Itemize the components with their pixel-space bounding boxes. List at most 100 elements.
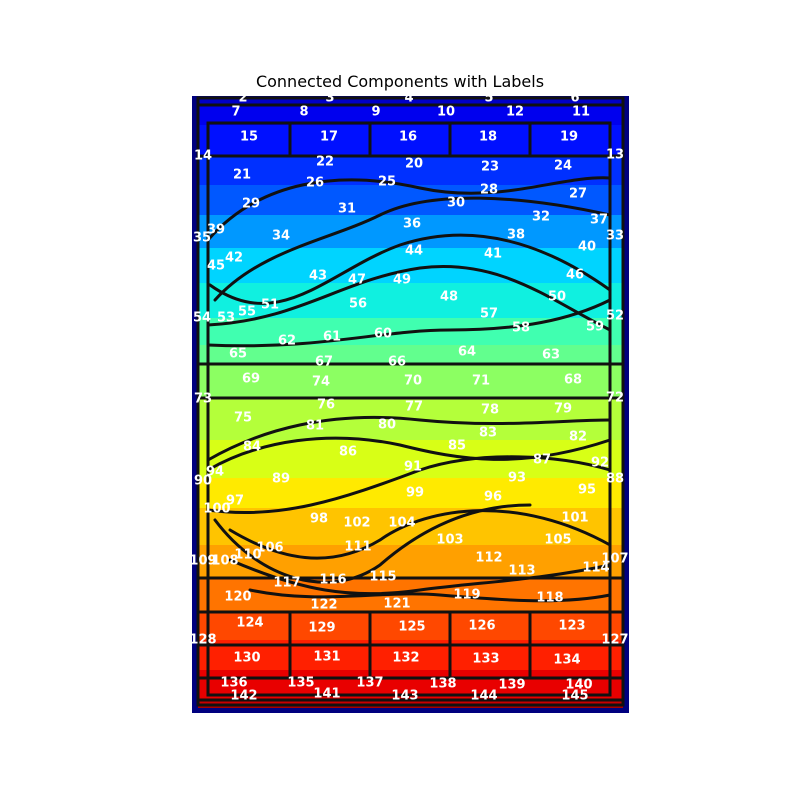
component-label: 69 — [242, 372, 260, 387]
component-label: 43 — [309, 269, 327, 284]
component-label: 75 — [234, 411, 252, 426]
component-label: 122 — [310, 598, 337, 613]
component-label: 126 — [468, 619, 495, 634]
component-label: 57 — [480, 307, 498, 322]
component-label: 142 — [230, 689, 257, 704]
component-label: 7 — [231, 105, 240, 120]
component-label: 39 — [207, 223, 225, 238]
component-label: 46 — [566, 268, 584, 283]
component-label: 23 — [481, 160, 499, 175]
component-label: 49 — [393, 273, 411, 288]
component-label: 48 — [440, 290, 458, 305]
component-label: 94 — [206, 465, 224, 480]
component-label: 132 — [392, 651, 419, 666]
component-label: 133 — [472, 652, 499, 667]
component-label: 64 — [458, 345, 476, 360]
component-label: 124 — [236, 616, 263, 631]
component-label: 51 — [261, 298, 279, 313]
component-label: 116 — [319, 573, 346, 588]
component-label: 6 — [570, 91, 579, 106]
component-label: 140 — [565, 678, 592, 693]
component-label: 15 — [240, 130, 258, 145]
component-label: 4 — [404, 91, 413, 106]
component-label: 62 — [278, 334, 296, 349]
component-label: 127 — [601, 633, 628, 648]
component-label: 84 — [243, 440, 261, 455]
component-label: 102 — [343, 516, 370, 531]
component-label: 115 — [369, 570, 396, 585]
figure-title: Connected Components with Labels — [255, 72, 545, 91]
component-label: 74 — [312, 375, 330, 390]
component-label: 68 — [564, 373, 582, 388]
component-label: 108 — [211, 554, 238, 569]
component-label: 52 — [606, 309, 624, 324]
component-label: 80 — [378, 418, 396, 433]
component-label: 54 — [193, 311, 211, 326]
component-label: 60 — [374, 327, 392, 342]
component-label: 35 — [193, 231, 211, 246]
component-label: 109 — [189, 554, 216, 569]
component-label: 61 — [323, 330, 341, 345]
component-label: 98 — [310, 512, 328, 527]
component-label: 145 — [561, 689, 588, 704]
component-label: 47 — [348, 273, 366, 288]
component-label: 72 — [606, 391, 624, 406]
component-label: 34 — [272, 229, 290, 244]
component-label: 105 — [544, 533, 571, 548]
component-label: 141 — [313, 687, 340, 702]
component-label: 130 — [233, 651, 260, 666]
component-label: 113 — [508, 564, 535, 579]
component-label: 42 — [225, 251, 243, 266]
component-label: 33 — [606, 229, 624, 244]
component-label: 88 — [606, 472, 624, 487]
component-label: 119 — [453, 588, 480, 603]
component-label: 38 — [507, 228, 525, 243]
component-label: 9 — [371, 105, 380, 120]
component-label: 83 — [479, 426, 497, 441]
component-label: 96 — [484, 490, 502, 505]
component-label: 91 — [404, 460, 422, 475]
component-label: 125 — [398, 620, 425, 635]
component-label: 117 — [273, 576, 300, 591]
component-label: 90 — [194, 474, 212, 489]
component-label: 14 — [194, 149, 212, 164]
component-label: 67 — [315, 355, 333, 370]
component-label: 111 — [344, 540, 371, 555]
component-label: 82 — [569, 430, 587, 445]
component-label: 114 — [582, 561, 609, 576]
component-label: 79 — [554, 402, 572, 417]
component-label: 110 — [234, 548, 261, 563]
component-label: 77 — [405, 400, 423, 415]
component-label: 17 — [320, 130, 338, 145]
component-label: 41 — [484, 247, 502, 262]
component-label: 131 — [313, 650, 340, 665]
component-label: 71 — [472, 374, 490, 389]
component-outlines — [196, 96, 625, 707]
component-label: 5 — [484, 91, 493, 106]
component-label: 138 — [429, 677, 456, 692]
component-label: 53 — [217, 311, 235, 326]
component-label: 31 — [338, 202, 356, 217]
component-label: 73 — [194, 392, 212, 407]
component-label: 70 — [404, 374, 422, 389]
component-label: 120 — [224, 590, 251, 605]
component-label: 10 — [437, 105, 455, 120]
component-label: 59 — [586, 320, 604, 335]
component-label: 103 — [436, 533, 463, 548]
component-label: 92 — [591, 456, 609, 471]
component-label: 78 — [481, 403, 499, 418]
component-label: 136 — [220, 676, 247, 691]
component-label: 104 — [388, 516, 415, 531]
component-label: 58 — [512, 321, 530, 336]
component-label: 93 — [508, 471, 526, 486]
component-label: 112 — [475, 551, 502, 566]
component-label: 16 — [399, 130, 417, 145]
component-label: 76 — [317, 398, 335, 413]
component-label: 107 — [601, 552, 628, 567]
component-label: 29 — [242, 197, 260, 212]
component-label: 44 — [405, 244, 423, 259]
component-label: 135 — [287, 676, 314, 691]
component-label: 63 — [542, 348, 560, 363]
